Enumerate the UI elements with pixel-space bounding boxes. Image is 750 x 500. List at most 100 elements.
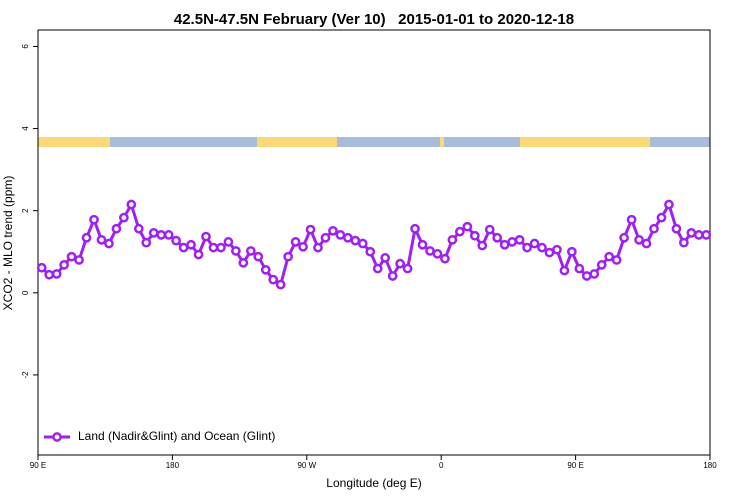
data-point [343, 232, 353, 243]
data-point [581, 271, 592, 281]
data-point [656, 212, 667, 223]
data-point [567, 246, 577, 257]
x-tick-label: 180 [703, 461, 717, 470]
data-point [171, 235, 181, 246]
data-point [492, 232, 503, 243]
y-tick-label: 2 [21, 208, 30, 213]
legend-label: Land (Nadir&Glint) and Ocean (Glint) [78, 429, 275, 443]
data-point [455, 226, 465, 237]
data-point [365, 246, 376, 257]
data-point [231, 246, 241, 256]
data-point [268, 274, 279, 285]
data-point [328, 225, 338, 236]
data-point [163, 230, 174, 240]
data-point [66, 251, 77, 262]
data-point [529, 238, 540, 249]
data-point [133, 223, 144, 234]
data-point [290, 237, 301, 247]
y-tick-label: 6 [21, 44, 30, 49]
data-point [313, 242, 323, 253]
data-point [253, 251, 264, 262]
land-ocean-strip [38, 137, 710, 147]
data-point [260, 264, 271, 275]
data-point [611, 255, 622, 265]
data-point [275, 279, 286, 290]
data-point [111, 223, 122, 234]
data-point [686, 228, 697, 238]
data-point [649, 223, 659, 234]
data-point [395, 258, 405, 269]
data-point [701, 230, 712, 240]
y-axis-label: XCO2 - MLO trend (ppm) [1, 176, 15, 311]
data-point [156, 230, 167, 240]
data-point [335, 230, 346, 240]
data-point [559, 265, 570, 276]
data-point [641, 238, 652, 249]
data-point [178, 242, 189, 253]
data-point [89, 214, 99, 225]
x-tick-label: 90 E [567, 461, 583, 470]
data-point [693, 230, 704, 240]
data-point [81, 232, 92, 243]
y-tick-label: 4 [21, 126, 30, 131]
data-point [417, 239, 428, 250]
data-point [537, 242, 547, 253]
data-point [245, 246, 256, 256]
x-tick-label: 90 E [30, 461, 46, 470]
y-tick-label: 0 [21, 290, 30, 295]
data-point [477, 240, 488, 251]
data-point [634, 234, 644, 245]
data-point [619, 232, 629, 243]
data-point [410, 223, 420, 234]
data-point [305, 224, 316, 235]
land-band [257, 137, 337, 147]
data-point [507, 237, 517, 247]
y-tick-label: -2 [21, 371, 30, 379]
legend-item: Land (Nadir&Glint) and Ocean (Glint) [44, 429, 275, 443]
data-point [447, 234, 458, 245]
data-point [544, 247, 555, 258]
data-point [223, 237, 234, 247]
data-point [679, 237, 689, 248]
series [36, 199, 712, 290]
land-band [38, 137, 110, 147]
data-point [440, 253, 450, 264]
data-point [186, 239, 196, 250]
data-point [499, 239, 510, 250]
data-point [357, 238, 368, 249]
legend-marker [52, 432, 62, 442]
data-point [469, 230, 480, 241]
data-point [589, 269, 600, 279]
data-point [51, 269, 62, 279]
x-axis-label: Longitude (deg E) [326, 476, 421, 490]
data-point [671, 223, 682, 234]
data-point [238, 257, 249, 268]
data-point [402, 263, 413, 274]
data-point [522, 242, 532, 253]
data-point [664, 199, 674, 210]
data-point [104, 238, 114, 249]
data-point [216, 242, 226, 253]
data-point [380, 253, 391, 263]
ocean-band [38, 137, 710, 147]
land-band [440, 137, 444, 147]
data-point [425, 246, 435, 256]
data-point [126, 199, 137, 210]
data-point [604, 251, 615, 262]
data-point [372, 263, 383, 274]
data-point [36, 262, 47, 273]
data-point [148, 228, 159, 238]
data-point [59, 260, 69, 270]
data-point [283, 251, 293, 262]
data-point [193, 249, 204, 260]
data-point [350, 235, 361, 246]
data-point [432, 248, 443, 259]
data-point [552, 244, 562, 255]
data-point [484, 224, 495, 235]
x-tick-label: 0 [439, 461, 444, 470]
data-point [626, 214, 637, 225]
data-point [119, 212, 129, 223]
data-point [44, 269, 55, 280]
data-point [201, 231, 211, 242]
